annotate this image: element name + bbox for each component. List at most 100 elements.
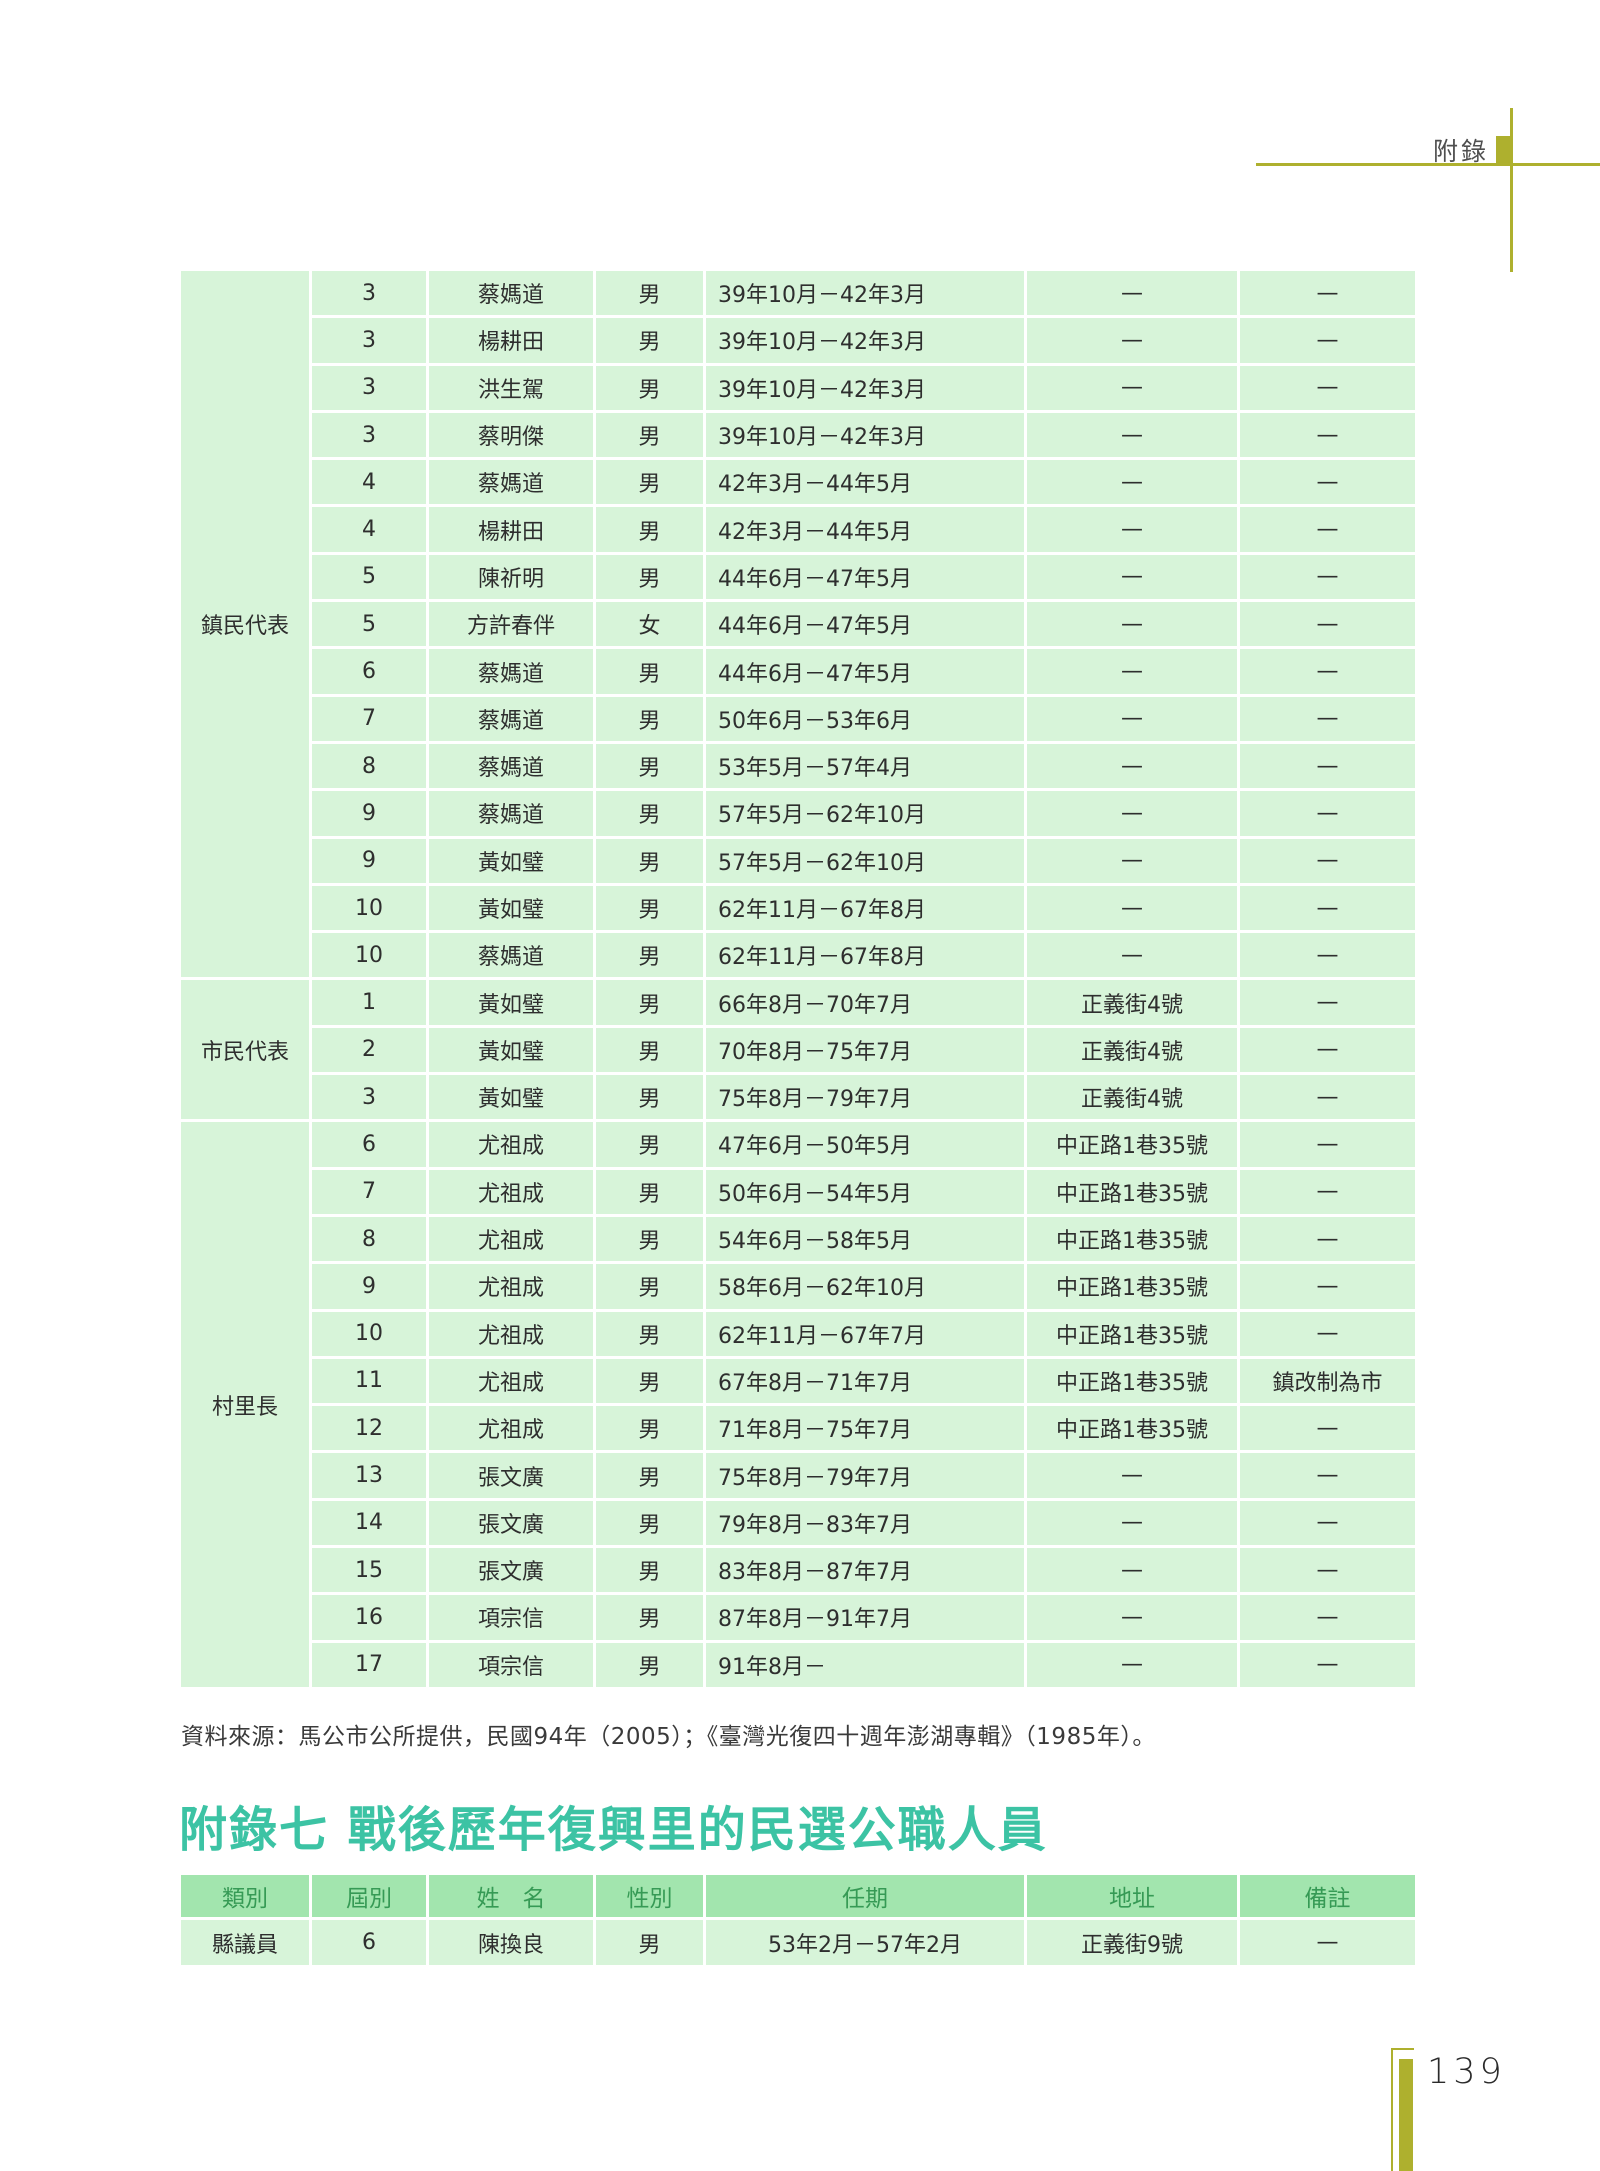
table-row: 6 蔡媽道男 44年6月－47年5月 — — — [181, 649, 1415, 694]
cell-gender: 男 — [596, 1027, 703, 1073]
cell-address: — — [1027, 743, 1237, 789]
cell-address: — — [1027, 885, 1237, 931]
cell-name: 尤祖成 — [429, 1122, 593, 1167]
cell-address: 中正路1巷35號 — [1027, 1216, 1237, 1262]
cell-note: — — [1240, 649, 1415, 694]
cell-name: 陳換良 — [429, 1920, 593, 1965]
cell-name: 尤祖成 — [429, 1311, 593, 1356]
cell-gender: 男 — [596, 1406, 703, 1451]
cell-gender: 男 — [596, 1595, 703, 1640]
cell-note: — — [1240, 1500, 1415, 1546]
cell-note: — — [1240, 1216, 1415, 1262]
cell-name: 黃如璧 — [429, 980, 593, 1025]
cell-term: 7 — [312, 1169, 426, 1214]
cell-note: — — [1240, 365, 1415, 410]
cell-period: 57年5月－62年10月 — [706, 838, 1024, 883]
table-row: 7 蔡媽道男 50年6月－53年6月 — — — [181, 696, 1415, 741]
cell-term: 7 — [312, 696, 426, 741]
cell-address: — — [1027, 838, 1237, 883]
cell-period: 62年11月－67年8月 — [706, 885, 1024, 931]
cell-address: — — [1027, 1548, 1237, 1593]
cell-period: 42年3月－44年5月 — [706, 507, 1024, 552]
cell-note: — — [1240, 1548, 1415, 1593]
cell-period: 39年10月－42年3月 — [706, 365, 1024, 410]
cell-period: 53年2月－57年2月 — [706, 1920, 1024, 1965]
cell-gender: 男 — [596, 1500, 703, 1546]
cell-note: — — [1240, 1406, 1415, 1451]
cell-term: 16 — [312, 1595, 426, 1640]
section-title: 附錄七 戰後歷年復興里的民選公職人員 — [179, 1802, 1048, 1858]
cell-period: 42年3月－44年5月 — [706, 460, 1024, 505]
cell-term: 8 — [312, 743, 426, 789]
cell-period: 54年6月－58年5月 — [706, 1216, 1024, 1262]
cell-address: 中正路1巷35號 — [1027, 1358, 1237, 1404]
cell-name: 蔡明傑 — [429, 412, 593, 458]
cell-term: 12 — [312, 1406, 426, 1451]
table-row: 15 張文廣男 83年8月－87年7月 — — — [181, 1548, 1415, 1593]
cell-name: 尤祖成 — [429, 1216, 593, 1262]
cell-note: — — [1240, 1169, 1415, 1214]
table-row: 10 尤祖成男 62年11月－67年7月 中正路1巷35號 — — [181, 1311, 1415, 1356]
cell-period: 87年8月－91年7月 — [706, 1595, 1024, 1640]
cell-gender: 男 — [596, 1311, 703, 1356]
cell-address: — — [1027, 1642, 1237, 1687]
cell-term: 9 — [312, 791, 426, 836]
table-row: 5 陳祈明男 44年6月－47年5月 — — — [181, 554, 1415, 600]
cell-gender: 男 — [596, 318, 703, 363]
cell-gender: 男 — [596, 460, 703, 505]
cell-name: 蔡媽道 — [429, 743, 593, 789]
cell-address: — — [1027, 649, 1237, 694]
table-row: 8 蔡媽道男 53年5月－57年4月 — — — [181, 743, 1415, 789]
cell-period: 66年8月－70年7月 — [706, 980, 1024, 1025]
cell-address: 中正路1巷35號 — [1027, 1406, 1237, 1451]
cell-address: — — [1027, 318, 1237, 363]
cell-note: — — [1240, 460, 1415, 505]
table-row: 9 尤祖成男 58年6月－62年10月 中正路1巷35號 — — [181, 1264, 1415, 1309]
cell-period: 62年11月－67年8月 — [706, 933, 1024, 978]
cell-address: — — [1027, 933, 1237, 978]
table-row: 3 楊耕田男 39年10月－42年3月 — — — [181, 318, 1415, 363]
cell-name: 張文廣 — [429, 1500, 593, 1546]
cell-name: 楊耕田 — [429, 507, 593, 552]
cell-period: 39年10月－42年3月 — [706, 412, 1024, 458]
table-row: 2 黃如璧男 70年8月－75年7月 正義街4號 — — [181, 1027, 1415, 1073]
cell-term: 10 — [312, 885, 426, 931]
cell-gender: 男 — [596, 696, 703, 741]
cell-gender: 男 — [596, 554, 703, 600]
cell-name: 尤祖成 — [429, 1264, 593, 1309]
table-row: 5 方許春伴女 44年6月－47年5月 — — — [181, 602, 1415, 647]
cell-term: 9 — [312, 838, 426, 883]
table-row: 9 黃如璧男 57年5月－62年10月 — — — [181, 838, 1415, 883]
cell-note: — — [1240, 1027, 1415, 1073]
cell-term: 15 — [312, 1548, 426, 1593]
cell-period: 79年8月－83年7月 — [706, 1500, 1024, 1546]
cell-name: 蔡媽道 — [429, 649, 593, 694]
cell-name: 蔡媽道 — [429, 271, 593, 316]
appendix7-officials-table: 類別 屆別姓 名性別 任期 地址 備註 縣議員 6 陳換良男 53年2月－57年2月 正義街9號… — [178, 1872, 1418, 1968]
cell-category: 縣議員 — [181, 1920, 309, 1965]
cell-note: — — [1240, 318, 1415, 363]
cell-address: — — [1027, 554, 1237, 600]
cell-category: 鎮民代表 — [181, 271, 309, 978]
cell-note: — — [1240, 791, 1415, 836]
table-row: 7 尤祖成男 50年6月－54年5月 中正路1巷35號 — — [181, 1169, 1415, 1214]
cell-gender: 男 — [596, 885, 703, 931]
cell-address: 正義街4號 — [1027, 1027, 1237, 1073]
cell-period: 75年8月－79年7月 — [706, 1453, 1024, 1498]
cell-header-address: 地址 — [1027, 1875, 1237, 1917]
cell-category: 市民代表 — [181, 980, 309, 1120]
cell-name: 楊耕田 — [429, 318, 593, 363]
cell-name: 項宗信 — [429, 1595, 593, 1640]
cell-period: 71年8月－75年7月 — [706, 1406, 1024, 1451]
cell-address: — — [1027, 412, 1237, 458]
cell-address: — — [1027, 1500, 1237, 1546]
cell-gender: 男 — [596, 1122, 703, 1167]
cell-period: 53年5月－57年4月 — [706, 743, 1024, 789]
cell-note: — — [1240, 412, 1415, 458]
cell-gender: 男 — [596, 1169, 703, 1214]
cell-address: 正義街4號 — [1027, 1075, 1237, 1120]
cell-note: — — [1240, 1311, 1415, 1356]
cell-term: 1 — [312, 980, 426, 1025]
cell-gender: 男 — [596, 271, 703, 316]
